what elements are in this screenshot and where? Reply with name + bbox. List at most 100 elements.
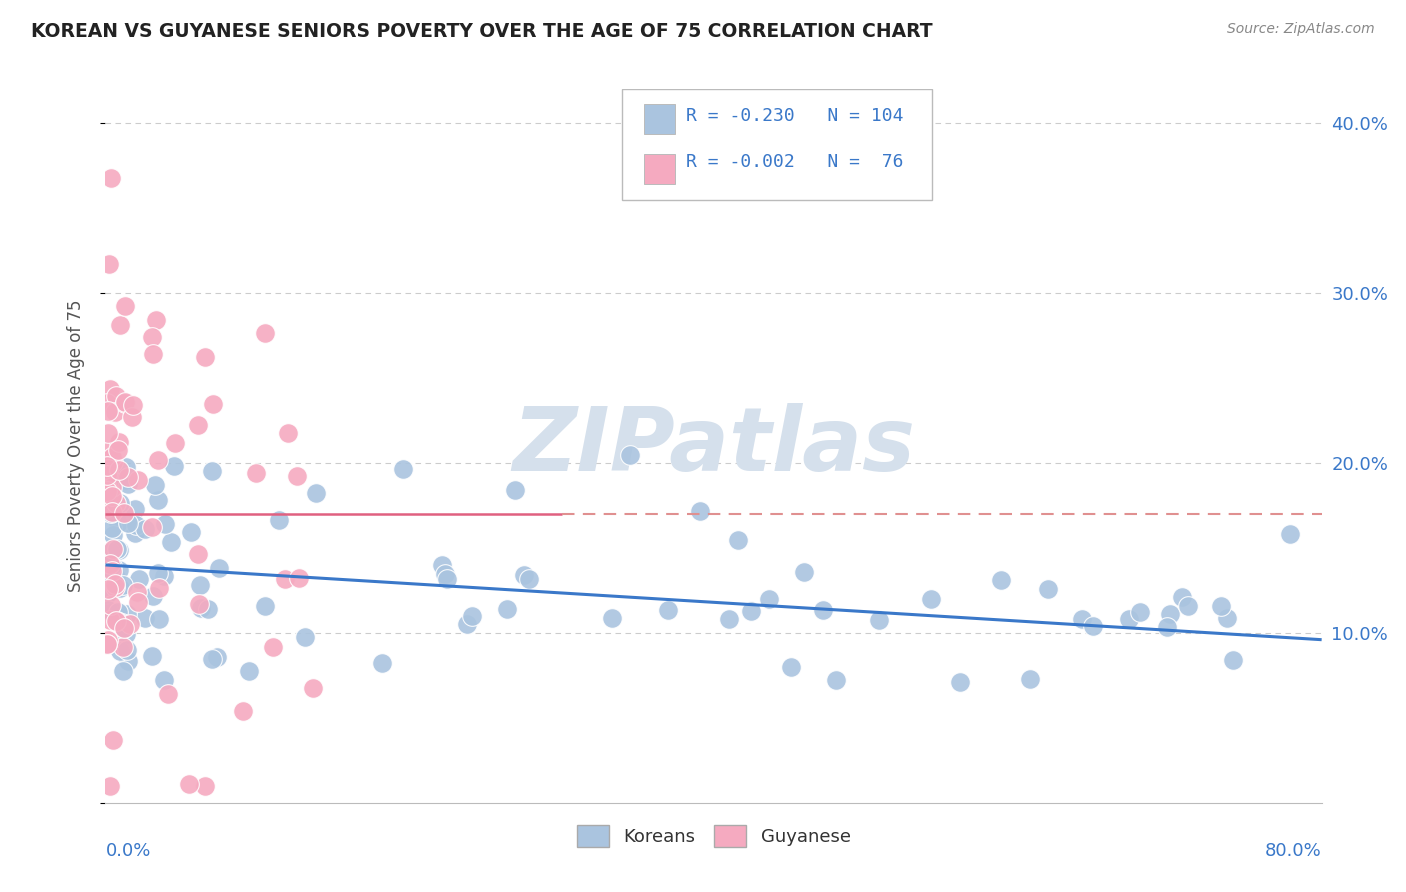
Point: [115, 460, 138, 475]
Text: R = -0.002   N =  76: R = -0.002 N = 76: [686, 153, 903, 171]
Point: [98, 545, 121, 559]
Point: [97, 603, 120, 617]
Point: [1118, 612, 1140, 626]
Point: [127, 595, 149, 609]
Point: [97, 586, 120, 600]
Point: [187, 417, 209, 432]
Point: [97, 582, 120, 596]
Point: [100, 564, 122, 578]
Point: [825, 673, 848, 687]
Point: [146, 566, 169, 580]
Text: KOREAN VS GUYANESE SENIORS POVERTY OVER THE AGE OF 75 CORRELATION CHART: KOREAN VS GUYANESE SENIORS POVERTY OVER …: [31, 22, 932, 41]
Point: [128, 572, 150, 586]
Point: [727, 533, 749, 547]
Point: [104, 615, 127, 629]
FancyBboxPatch shape: [644, 104, 675, 134]
Point: [142, 347, 165, 361]
Point: [101, 521, 124, 535]
Point: [120, 616, 142, 631]
Point: [107, 564, 129, 578]
Point: [108, 435, 131, 450]
Point: [134, 522, 156, 536]
Point: [114, 473, 136, 487]
Point: [1036, 582, 1059, 597]
Y-axis label: Seniors Poverty Over the Age of 75: Seniors Poverty Over the Age of 75: [66, 300, 84, 592]
Point: [127, 473, 149, 487]
Point: [97, 565, 120, 579]
Point: [141, 520, 163, 534]
Point: [103, 580, 125, 594]
Point: [1177, 599, 1199, 613]
Point: [97, 257, 120, 271]
Point: [96, 467, 118, 482]
Point: [141, 330, 163, 344]
Point: [103, 541, 125, 556]
Point: [107, 443, 129, 458]
Point: [105, 614, 128, 628]
Point: [148, 581, 170, 595]
Point: [101, 489, 124, 503]
Point: [141, 648, 163, 663]
Point: [104, 495, 127, 509]
Point: [194, 779, 217, 793]
Point: [124, 525, 146, 540]
Point: [288, 571, 311, 585]
Point: [758, 591, 780, 606]
Point: [148, 612, 170, 626]
Point: [245, 466, 267, 480]
Point: [177, 777, 200, 791]
Point: [180, 524, 202, 539]
Text: R = -0.230   N = 104: R = -0.230 N = 104: [686, 107, 903, 125]
Point: [124, 502, 146, 516]
Point: [112, 621, 135, 635]
Point: [274, 572, 297, 586]
Point: [117, 470, 139, 484]
Point: [107, 605, 129, 619]
Point: [780, 660, 803, 674]
Point: [301, 681, 323, 696]
Point: [110, 318, 132, 332]
Point: [98, 382, 121, 396]
Point: [262, 640, 284, 654]
Point: [105, 541, 128, 556]
Point: [619, 448, 641, 462]
Point: [277, 426, 299, 441]
Point: [117, 654, 139, 668]
Point: [197, 601, 219, 615]
Point: [101, 479, 124, 493]
Point: [117, 477, 139, 491]
Point: [1211, 599, 1233, 614]
Point: [104, 577, 127, 591]
Point: [163, 436, 186, 450]
Point: [160, 535, 183, 549]
Point: [194, 350, 217, 364]
Point: [153, 516, 176, 531]
Point: [1019, 672, 1042, 686]
Point: [254, 599, 277, 613]
Point: [108, 463, 131, 477]
Point: [1278, 527, 1301, 541]
Point: [146, 453, 169, 467]
Point: [117, 516, 139, 530]
Point: [97, 425, 120, 440]
Point: [513, 568, 536, 582]
Point: [145, 313, 167, 327]
Point: [156, 687, 179, 701]
Point: [717, 612, 740, 626]
Point: [98, 557, 121, 571]
Point: [1215, 611, 1237, 625]
Point: [148, 493, 170, 508]
Point: [111, 578, 134, 592]
Point: [97, 444, 120, 458]
Point: [207, 649, 229, 664]
Point: [305, 486, 328, 500]
Point: [96, 559, 118, 574]
Text: 0.0%: 0.0%: [105, 842, 150, 860]
Point: [114, 395, 136, 409]
Point: [1129, 605, 1152, 619]
Point: [112, 621, 135, 635]
Point: [111, 640, 134, 655]
Point: [433, 566, 456, 581]
Point: [920, 592, 942, 607]
Point: [201, 464, 224, 478]
